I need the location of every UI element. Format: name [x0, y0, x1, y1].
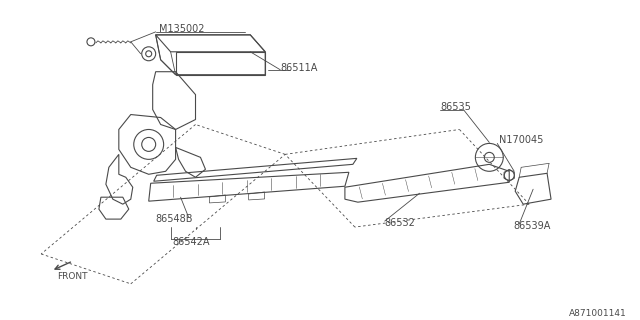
Text: 86539A: 86539A	[513, 221, 550, 231]
Text: 86548B: 86548B	[156, 214, 193, 224]
Text: N170045: N170045	[499, 135, 543, 145]
Text: FRONT: FRONT	[57, 272, 88, 281]
Text: M135002: M135002	[159, 24, 204, 34]
Text: 86535: 86535	[440, 101, 472, 112]
Text: 86542A: 86542A	[173, 237, 210, 247]
Text: 86532: 86532	[385, 218, 415, 228]
Text: 86511A: 86511A	[280, 63, 317, 73]
Text: A871001141: A871001141	[569, 309, 627, 318]
